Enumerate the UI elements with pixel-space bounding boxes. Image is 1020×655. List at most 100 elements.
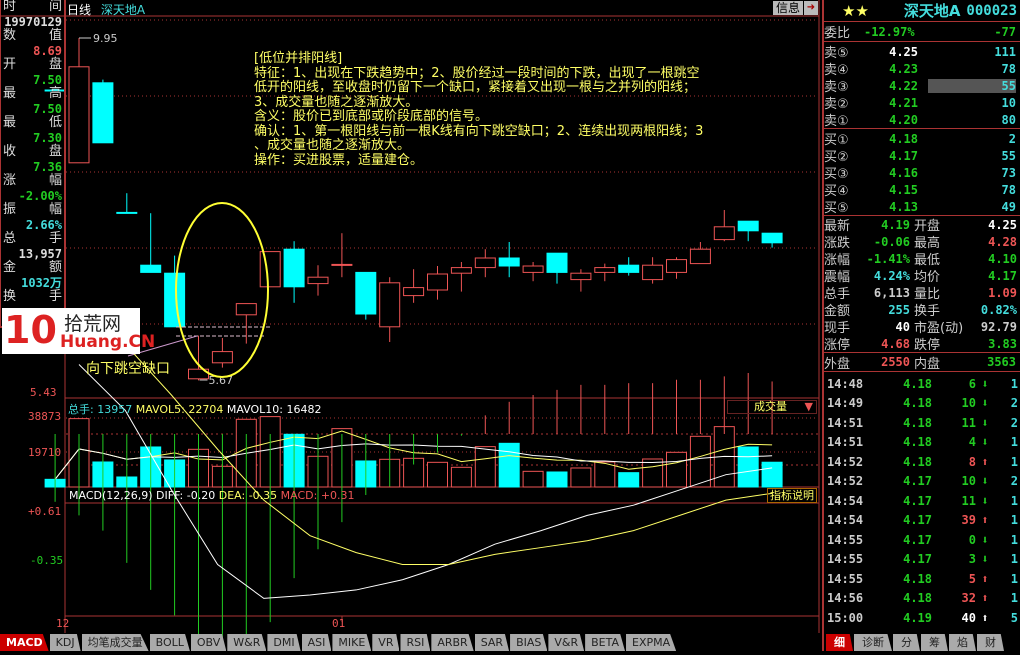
tab-kdj[interactable]: KDJ — [49, 634, 81, 651]
stat-value: 4.10 — [988, 251, 1017, 266]
sell-order-row[interactable]: 卖② 4.21 10 — [824, 94, 1020, 113]
tab-dmi[interactable]: DMI — [267, 634, 301, 651]
quote-tab[interactable]: 诊断 — [854, 634, 892, 651]
volume-bar — [761, 461, 783, 488]
buy-orders: 买① 4.18 2 买② 4.17 55 买③ 4.16 73 买④ 4.15 78 买⑤ 4.13 49 — [824, 129, 1020, 216]
tick-count: 1 — [1010, 552, 1018, 567]
info-button[interactable]: 信息 — [773, 1, 803, 15]
arrow-up-icon: ⬆ — [981, 454, 989, 469]
logo-cn: 拾荒网 — [64, 313, 122, 335]
tick-row: 15:00 4.19 40 ⬆ 5 — [824, 608, 1020, 628]
tick-volume: 40 — [961, 610, 976, 625]
sell-price: 4.20 — [889, 112, 918, 127]
highlight-ellipse — [175, 202, 269, 378]
tick-row: 14:51 4.18 11 ⬇ 2 — [824, 413, 1020, 433]
quote-tab[interactable]: 细 — [826, 634, 853, 651]
dea-label: DEA: -0.35 — [218, 489, 278, 502]
tab-mike[interactable]: MIKE — [332, 634, 372, 651]
stat-label: 涨跌 — [824, 236, 851, 251]
quote-tab[interactable]: 筹 — [921, 634, 948, 651]
period-label[interactable]: 日线 — [67, 3, 92, 17]
buy-level-label: 买① — [824, 133, 849, 148]
mavol10-label: MAVOL10: 16482 — [226, 403, 322, 416]
price-axis-bottom: 5.43 — [30, 386, 57, 399]
stat-label: 跌停 — [914, 338, 941, 353]
stat-label: 最新 — [824, 219, 851, 234]
stock-code: 000023 — [966, 2, 1017, 19]
inner-value: 3563 — [987, 355, 1016, 369]
buy-order-row[interactable]: 买② 4.17 55 — [824, 147, 1020, 166]
tick-count: 1 — [1010, 376, 1018, 391]
stat-value: -1.41% — [866, 251, 910, 266]
tab-beta[interactable]: BETA — [585, 634, 626, 651]
sell-volume: 78 — [1001, 61, 1016, 76]
tab-均笔成交量[interactable]: 均笔成交量 — [81, 634, 149, 651]
chart-canvas[interactable]: 9.955.67 — [0, 0, 820, 655]
tab-w&r[interactable]: W&R — [227, 634, 267, 651]
macd-axis-mid: -0.35 — [30, 554, 64, 567]
label-char: 换 — [3, 289, 17, 304]
tab-arbr[interactable]: ARBR — [431, 634, 474, 651]
stat-row: 涨跌 -0.06 最高 4.28 — [824, 233, 1020, 252]
sell-price: 4.23 — [889, 61, 918, 76]
candle-body — [498, 257, 520, 267]
volume-bar — [522, 470, 544, 488]
quote-tab[interactable]: 财 — [977, 634, 1004, 651]
tick-time: 14:55 — [827, 571, 864, 586]
buy-order-row[interactable]: 买③ 4.16 73 — [824, 164, 1020, 183]
tick-row: 14:55 4.17 0 ⬇ 1 — [824, 530, 1020, 550]
indicator-help-button[interactable]: 指标说明 — [767, 488, 817, 503]
tab-vr[interactable]: VR — [372, 634, 400, 651]
candle-body — [594, 267, 616, 273]
stat-row: 现手 40 市盈(动) 92.79 — [824, 318, 1020, 337]
buy-volume: 2 — [1008, 131, 1016, 146]
tick-row: 14:51 4.18 4 ⬇ 1 — [824, 433, 1020, 453]
candle-body — [642, 264, 664, 281]
tab-sar[interactable]: SAR — [474, 634, 510, 651]
sell-order-row[interactable]: 卖④ 4.23 78 — [824, 60, 1020, 79]
sell-order-row[interactable]: 卖① 4.20 80 — [824, 111, 1020, 130]
label-char: 间 — [48, 0, 62, 14]
exit-icon[interactable]: ➜ — [804, 1, 818, 15]
tab-v&r[interactable]: V&R — [548, 634, 585, 651]
tab-expma[interactable]: EXPMA — [626, 634, 677, 651]
buy-order-row[interactable]: 买⑤ 4.13 49 — [824, 198, 1020, 217]
quote-tab[interactable]: 分 — [893, 634, 920, 651]
candle-body — [235, 303, 257, 316]
tab-boll[interactable]: BOLL — [149, 634, 190, 651]
tab-bias[interactable]: BIAS — [510, 634, 548, 651]
buy-order-row[interactable]: 买④ 4.15 78 — [824, 181, 1020, 200]
sell-order-row[interactable]: 卖③ 4.22 55 — [824, 77, 1020, 95]
candle-body — [546, 252, 568, 273]
candle-body — [211, 351, 233, 364]
quote-header: ★★ 深天地A 000023 — [824, 0, 1020, 22]
outer-value: 2550 — [881, 355, 910, 369]
quote-tab[interactable]: 焰 — [949, 634, 976, 651]
tick-count: 2 — [1010, 474, 1018, 489]
candle-body — [713, 226, 735, 241]
kline-chart-area[interactable]: 9.95 5.67 — [0, 0, 820, 655]
stat-label: 涨幅 — [824, 253, 851, 268]
tab-macd[interactable]: MACD — [0, 634, 49, 651]
sell-level-label: 卖④ — [824, 63, 849, 78]
candle-body — [666, 259, 687, 273]
tab-obv[interactable]: OBV — [190, 634, 227, 651]
tick-count: 1 — [1010, 571, 1018, 586]
candle-body — [474, 257, 496, 269]
volume-bar — [618, 472, 640, 488]
indicator-select[interactable]: 成交量 ▼ — [727, 400, 817, 414]
tab-rsi[interactable]: RSI — [400, 634, 431, 651]
weibi-diff: -77 — [994, 24, 1016, 39]
data-label-row: 涨幅 — [1, 173, 64, 189]
candle-body — [283, 248, 305, 288]
buy-price: 4.15 — [889, 182, 918, 197]
tick-row: 14:54 4.17 39 ⬆ 1 — [824, 511, 1020, 531]
tick-list[interactable]: 14:48 4.18 6 ⬇ 1 14:49 4.18 10 ⬇ 2 14:51 4.18 11 ⬇ 2 14… — [824, 374, 1020, 628]
tab-asi[interactable]: ASI — [301, 634, 332, 651]
buy-order-row[interactable]: 买① 4.18 2 — [824, 130, 1020, 149]
stat-row: 涨幅 -1.41% 最低 4.10 — [824, 250, 1020, 269]
data-value: 8.69 — [33, 43, 62, 58]
tick-count: 1 — [1010, 532, 1018, 547]
tick-row: 14:48 4.18 6 ⬇ 1 — [824, 374, 1020, 394]
sell-order-row[interactable]: 卖⑤ 4.25 111 — [824, 43, 1020, 62]
